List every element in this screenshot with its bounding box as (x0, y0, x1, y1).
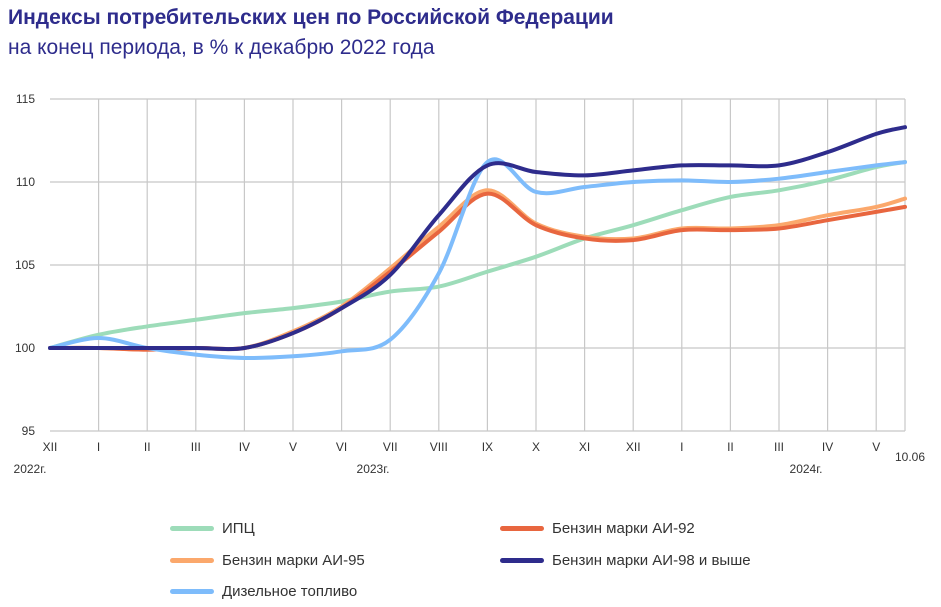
chart-subtitle: на конец периода, в % к декабрю 2022 год… (8, 36, 435, 59)
legend-swatch (500, 526, 544, 531)
legend-item-diesel: Дизельное топливо (170, 583, 357, 600)
year-label: 2023г. (357, 462, 390, 476)
x-tick-label: V (289, 440, 297, 454)
legend-swatch (500, 558, 544, 563)
legend-swatch (170, 558, 214, 563)
y-tick-label: 100 (15, 341, 35, 355)
x-tick-label: III (191, 440, 201, 454)
legend-label: Дизельное топливо (222, 583, 358, 600)
year-label: 2024г. (790, 462, 823, 476)
legend-item-ai95: Бензин марки АИ-95 (170, 552, 365, 569)
x-tick-label: V (872, 440, 880, 454)
legend-item-ai92: Бензин марки АИ-92 (500, 520, 695, 537)
x-tick-label: II (144, 440, 151, 454)
x-tick-label: II (727, 440, 734, 454)
x-tick-label: 10.06 (895, 450, 925, 464)
x-tick-label: XI (579, 440, 590, 454)
y-tick-label: 105 (15, 258, 35, 272)
x-tick-label: VIII (430, 440, 448, 454)
series-line (48, 191, 907, 352)
x-tick-label: IV (239, 440, 250, 454)
series-line (48, 125, 907, 352)
series-line (48, 188, 907, 352)
legend-label: Бензин марки АИ-92 (552, 520, 695, 537)
legend-label: Бензин марки АИ-95 (222, 552, 365, 569)
legend-swatch (170, 526, 214, 531)
x-tick-label: IV (822, 440, 833, 454)
series-line (48, 160, 907, 350)
x-tick-label: XII (43, 440, 58, 454)
x-tick-label: III (774, 440, 784, 454)
legend-swatch (170, 589, 214, 594)
y-tick-label: 115 (16, 92, 35, 106)
x-tick-label: VI (336, 440, 347, 454)
legend-label: Бензин марки АИ-98 и выше (552, 552, 751, 569)
x-tick-label: VII (383, 440, 398, 454)
x-tick-label: I (97, 440, 100, 454)
x-tick-label: I (680, 440, 683, 454)
y-tick-label: 110 (16, 175, 35, 189)
x-tick-label: IX (482, 440, 493, 454)
y-tick-label: 95 (22, 424, 36, 438)
x-tick-label: XII (626, 440, 641, 454)
year-label: 2022г. (14, 462, 47, 476)
legend-item-ai98: Бензин марки АИ-98 и выше (500, 552, 751, 569)
chart-title: Индексы потребительских цен по Российско… (8, 6, 614, 29)
legend-label: ИПЦ (222, 520, 255, 537)
legend-item-cpi: ИПЦ (170, 520, 255, 537)
x-tick-label: X (532, 440, 540, 454)
